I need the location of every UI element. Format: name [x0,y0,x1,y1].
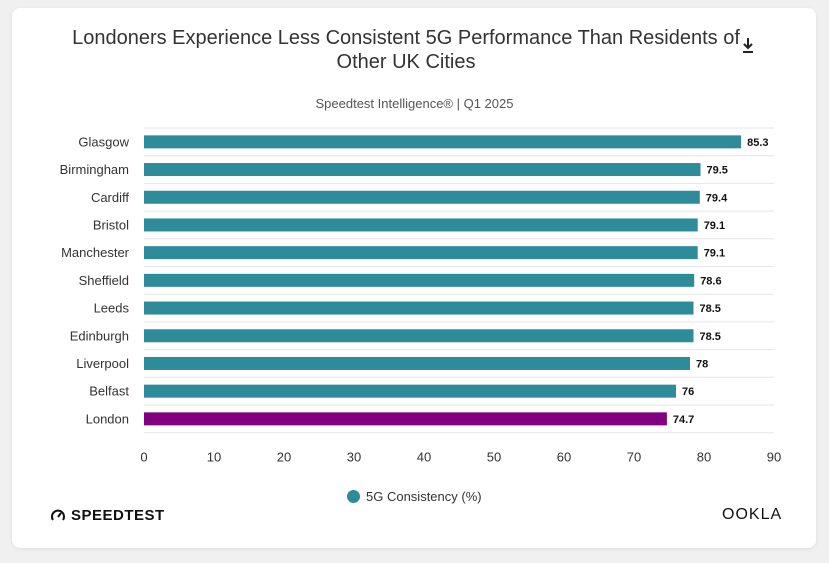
data-label: 79.4 [706,192,728,204]
bar-liverpool[interactable] [144,356,690,370]
bar-chart: Glasgow 85.3 Birmingham 79.5 Cardiff 79.4 Bris… [60,127,781,465]
data-label: 78.5 [700,303,721,315]
download-button[interactable] [738,34,758,56]
bar-manchester[interactable] [144,246,698,260]
category-label: Liverpool [76,356,129,371]
category-label: Glasgow [78,134,129,149]
x-tick-label: 90 [767,450,781,465]
category-label: Birmingham [60,162,129,177]
bar-edinburgh[interactable] [144,329,694,343]
category-label: Edinburgh [70,328,129,343]
data-label: 78 [696,358,708,370]
chart-title: Londoners Experience Less Consistent 5G … [72,27,740,73]
data-label: 79.5 [707,165,728,177]
data-label: 76 [682,386,694,398]
bar-birmingham[interactable] [144,163,701,177]
data-label: 79.1 [704,220,725,232]
bar-glasgow[interactable] [144,135,742,149]
bar-london[interactable] [144,412,667,426]
speedtest-logo: SPEEDTEST [50,507,165,524]
category-label: Bristol [93,217,129,232]
data-label: 85.3 [747,137,768,149]
data-label: 78.6 [700,275,721,287]
speedtest-logo-text: SPEEDTEST [71,507,165,524]
legend-label: 5G Consistency (%) [366,489,482,504]
x-tick-label: 40 [417,450,431,465]
x-tick-label: 80 [697,450,711,465]
x-tick-label: 50 [487,450,501,465]
x-tick-label: 10 [207,450,221,465]
category-label: Belfast [89,384,129,399]
category-label: Cardiff [91,190,129,205]
download-icon [743,38,753,53]
category-label: London [86,411,129,426]
bar-bristol[interactable] [144,218,698,232]
category-label: Leeds [94,301,130,316]
x-tick-label: 30 [347,450,361,465]
x-tick-label: 60 [557,450,571,465]
speedometer-icon [51,509,65,521]
data-label: 74.7 [673,414,694,426]
ookla-logo: OOKLA [722,506,783,523]
bar-sheffield[interactable] [144,273,695,287]
bar-cardiff[interactable] [144,190,700,204]
x-tick-label: 20 [277,450,291,465]
chart-subtitle: Speedtest Intelligence® | Q1 2025 [315,96,514,111]
category-label: Sheffield [79,273,129,288]
bar-leeds[interactable] [144,301,694,315]
legend-swatch [347,490,360,503]
category-label: Manchester [61,245,130,260]
legend-item[interactable]: 5G Consistency (%) [347,489,482,504]
bar-belfast[interactable] [144,384,676,398]
data-label: 78.5 [700,331,721,343]
x-tick-label: 0 [140,450,147,465]
data-label: 79.1 [704,248,725,260]
x-tick-label: 70 [627,450,641,465]
